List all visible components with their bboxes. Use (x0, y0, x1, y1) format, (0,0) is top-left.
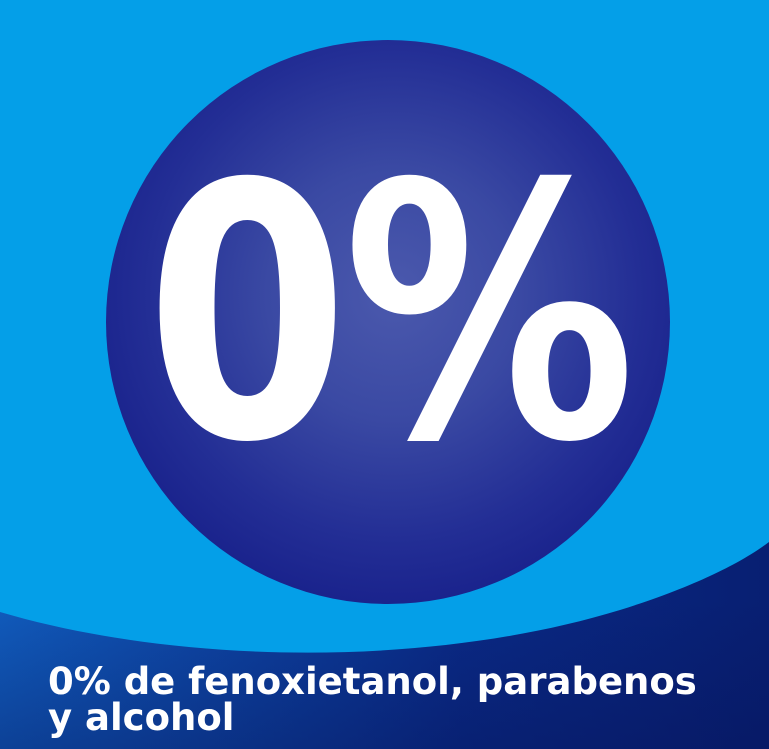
caption-line-2: y alcohol (48, 696, 235, 739)
caption: 0% de fenoxietanol, parabenos y alcohol (48, 660, 697, 739)
zero-percent-value: 0% (145, 110, 636, 520)
caption-line-1: 0% de fenoxietanol, parabenos (48, 660, 697, 703)
zero-percent-badge-circle: 0% (106, 40, 670, 604)
wave-shade-overlay (0, 542, 769, 749)
